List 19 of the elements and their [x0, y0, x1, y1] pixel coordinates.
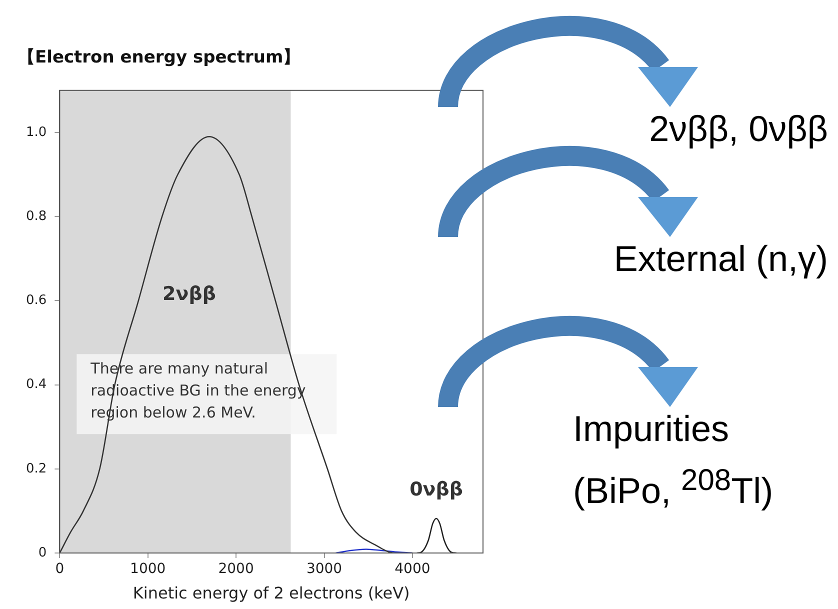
chart-title: 【Electron energy spectrum】: [18, 48, 300, 68]
x-tick-label: 0: [55, 561, 64, 578]
x-tick-label: 3000: [306, 561, 342, 578]
text: 2νββ, 0νββ: [648, 107, 828, 151]
y-tick-label: 0.6: [26, 293, 47, 308]
x-tick-label: 2000: [218, 561, 254, 578]
line-series: [416, 518, 458, 553]
x-tick-label: 1000: [130, 561, 166, 578]
y-tick-label: 1.0: [26, 124, 47, 140]
series-label: 0νββ: [410, 478, 463, 500]
x-axis-title: Kinetic energy of 2 electrons (keV): [132, 584, 410, 603]
y-tick-label: 0.4: [26, 377, 47, 392]
text: External (n,γ): [612, 237, 828, 281]
y-tick-label: 0: [38, 545, 47, 560]
y-tick-label: 0.8: [26, 208, 47, 224]
series-label: 2νββ: [162, 282, 216, 305]
x-tick-label: 4000: [394, 561, 430, 578]
y-tick-label: 0.2: [26, 461, 47, 476]
text: Impurities (BiPo, $^{208}$Tl): [573, 407, 774, 513]
